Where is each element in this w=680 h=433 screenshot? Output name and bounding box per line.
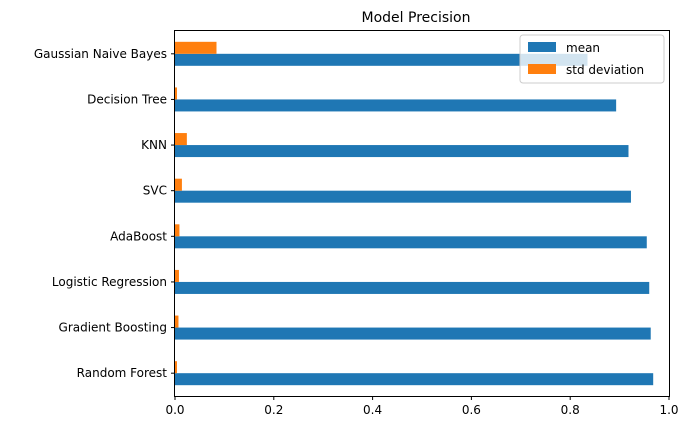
y-tick-label: SVC: [143, 184, 167, 198]
bar-std-deviation-random-forest: [175, 361, 177, 374]
x-tick-label: 0.4: [363, 403, 382, 417]
x-tick-label: 0.6: [462, 403, 481, 417]
y-tick-label: AdaBoost: [110, 229, 167, 243]
legend-swatch-std-deviation: [528, 64, 556, 74]
x-tick-label: 0.2: [264, 403, 283, 417]
bar-std-deviation-decision-tree: [175, 87, 177, 100]
x-axis-ticks: 0.0 0.2 0.4 0.6 0.8 1.0: [165, 396, 679, 417]
bar-std-deviation-gradient-boosting: [175, 315, 179, 328]
bar-std-deviation-adaboost: [175, 224, 180, 237]
bar-mean-svc: [175, 190, 631, 203]
x-tick-label: 1.0: [659, 403, 678, 417]
y-tick-label: Decision Tree: [87, 92, 167, 106]
legend-label-mean: mean: [566, 41, 600, 55]
legend-items: mean std deviation: [528, 41, 644, 77]
x-tick-label: 0.0: [165, 403, 184, 417]
x-tick-label: 0.8: [561, 403, 580, 417]
y-tick-label: Gradient Boosting: [59, 321, 167, 335]
bar-mean-logistic-regression: [175, 281, 650, 294]
bar-std-deviation-logistic-regression: [175, 269, 179, 282]
y-tick-label: Logistic Regression: [52, 275, 167, 289]
bar-mean-gradient-boosting: [175, 327, 651, 340]
y-tick-label: Gaussian Naive Bayes: [34, 47, 167, 61]
legend-swatch-mean: [528, 42, 556, 52]
bar-mean-decision-tree: [175, 99, 617, 112]
bars-group: [175, 41, 654, 386]
legend: mean std deviation: [519, 34, 665, 84]
y-tick-label: Random Forest: [77, 366, 168, 380]
bar-mean-knn: [175, 145, 629, 158]
legend-label-std-deviation: std deviation: [566, 63, 644, 77]
plot-frame: [174, 30, 670, 397]
bar-mean-gaussian-naive-bayes: [175, 53, 588, 66]
y-tick-label: KNN: [141, 138, 167, 152]
bar-mean-adaboost: [175, 236, 647, 249]
bar-std-deviation-knn: [175, 133, 187, 146]
bar-std-deviation-gaussian-naive-bayes: [175, 41, 217, 54]
bar-mean-random-forest: [175, 373, 654, 386]
chart-title: Model Precision: [362, 10, 471, 26]
y-axis-ticks: Random Forest Gradient Boosting Logistic R…: [34, 47, 175, 380]
bar-std-deviation-svc: [175, 178, 182, 191]
